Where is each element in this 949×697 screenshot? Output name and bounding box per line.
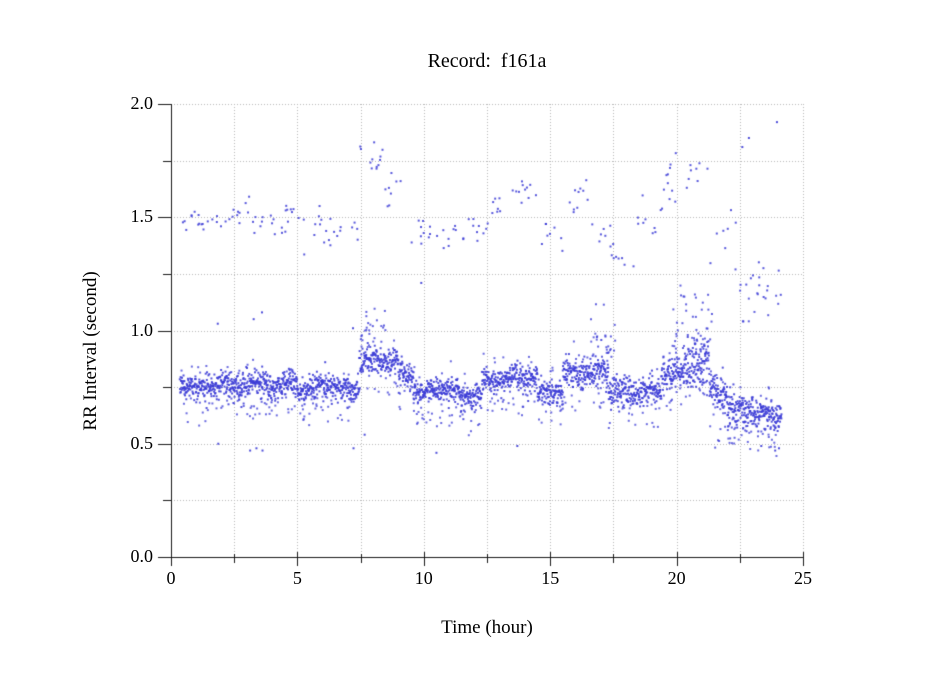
y-axis-label: RR Interval (second) xyxy=(80,271,101,431)
x-axis-label: Time (hour) xyxy=(441,617,533,638)
y-tick-label: 0.0 xyxy=(130,546,154,566)
chart-title: Record: f161a xyxy=(427,50,547,72)
y-tick-label: 2.0 xyxy=(130,93,154,113)
x-tick-label: 10 xyxy=(414,568,433,588)
y-tick-label: 1.5 xyxy=(130,206,154,227)
x-tick-label: 5 xyxy=(292,568,302,588)
x-tick-label: 15 xyxy=(541,568,560,588)
y-tick-label: 1.0 xyxy=(130,319,154,340)
x-tick-label: 0 xyxy=(166,568,176,588)
y-tick-label: 0.5 xyxy=(130,432,154,453)
x-tick-label: 20 xyxy=(667,568,686,588)
x-tick-label: 25 xyxy=(794,568,812,588)
